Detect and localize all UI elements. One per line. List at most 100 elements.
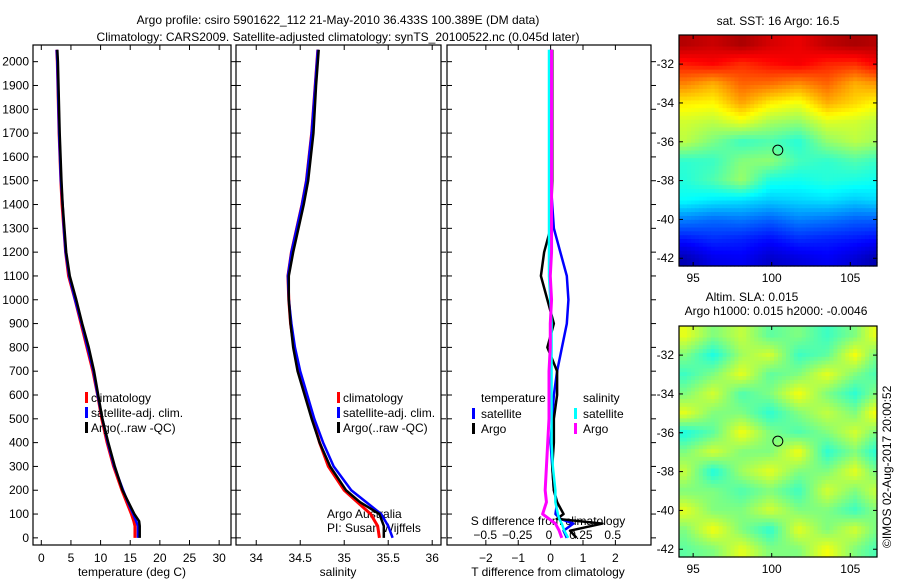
- sst-map-cell: [873, 35, 878, 40]
- sst-map-cell: [698, 192, 704, 198]
- sla-map-cell: [778, 326, 783, 331]
- sst-map-cell: [758, 219, 763, 225]
- sst-map-cell: [774, 192, 779, 198]
- sla-map-cell: [702, 337, 708, 342]
- sla-map-cell: [825, 368, 831, 373]
- sst-map-cell: [825, 69, 831, 75]
- sla-map-cell: [702, 429, 708, 435]
- sla-map-cell: [813, 437, 819, 443]
- sst-map-cell: [861, 42, 866, 48]
- sst-map-cell: [865, 246, 870, 252]
- sst-map-cell: [690, 250, 696, 256]
- sst-map-cell: [698, 181, 704, 186]
- sla-map-cell: [817, 368, 823, 373]
- sst-map-cell: [805, 250, 811, 256]
- sst-map-cell: [758, 77, 763, 82]
- sst-map-cell: [829, 219, 835, 225]
- sla-map-cell: [837, 379, 842, 385]
- sla-map-cell: [873, 368, 878, 373]
- sst-map-cell: [742, 227, 747, 232]
- sla-map-cell: [738, 326, 743, 331]
- sst-map-cell: [778, 262, 783, 267]
- sla-map-cell: [833, 437, 838, 443]
- sst-map-cell: [813, 223, 819, 229]
- sst-map-cell: [742, 58, 747, 63]
- sla-map-cell: [869, 399, 874, 404]
- sla-map-cell: [857, 364, 862, 369]
- sla-map-cell: [853, 449, 858, 454]
- sla-map-cell: [758, 429, 763, 435]
- sst-map-cell: [853, 158, 858, 163]
- sla-map-cell: [679, 364, 684, 369]
- sla-map-cell: [857, 445, 862, 450]
- sst-map-cell: [726, 85, 732, 90]
- sla-map-cell: [789, 387, 795, 393]
- sst-map-cell: [682, 58, 688, 63]
- sst-map-cell: [754, 61, 759, 67]
- sst-map-cell: [825, 242, 831, 248]
- diff-legend-swatch: [472, 423, 475, 434]
- sla-map-cell: [817, 433, 823, 439]
- sst-map-cell: [762, 227, 767, 232]
- sst-map-cell: [706, 69, 712, 75]
- sst-map-cell: [817, 262, 823, 267]
- sst-map-cell: [738, 104, 743, 109]
- sst-map-cell: [710, 127, 716, 132]
- sst-map-cell: [746, 258, 751, 263]
- sla-map-cell: [718, 403, 724, 408]
- sla-map-cell: [789, 414, 795, 419]
- sla-map-cell: [813, 445, 819, 450]
- sla-map-cell: [841, 414, 846, 419]
- sla-map-cell: [766, 429, 771, 435]
- sla-map-cell: [734, 445, 739, 450]
- sst-map-cell: [686, 173, 692, 179]
- sla-map-cell: [694, 395, 700, 400]
- sst-map-cell: [797, 154, 803, 159]
- sst-map-cell: [682, 246, 688, 252]
- sst-map-cell: [718, 108, 724, 113]
- sst-map-cell: [841, 146, 846, 152]
- sla-map-cell: [805, 426, 811, 431]
- sst-map-cell: [718, 219, 724, 225]
- sst-map-cell: [825, 173, 831, 179]
- sst-map-cell: [801, 135, 807, 140]
- sla-map-cell: [762, 426, 767, 431]
- sla-map-cell: [758, 403, 763, 408]
- sla-map-cell: [758, 326, 763, 331]
- sst-map-cell: [706, 262, 712, 267]
- sla-map-cell: [861, 414, 866, 419]
- sla-map-cell: [853, 418, 858, 423]
- sst-map-cell: [726, 46, 732, 51]
- sst-map-cell: [750, 239, 755, 244]
- sst-map-cell: [722, 173, 728, 179]
- sla-map-cell: [682, 391, 688, 396]
- sst-map-cell: [738, 185, 743, 190]
- sst-map-cell: [766, 108, 771, 113]
- sst-map-cell: [734, 162, 739, 167]
- sst-map-cell: [789, 208, 795, 213]
- sst-map-cell: [679, 169, 684, 175]
- sla-map-cell: [754, 449, 759, 454]
- sla-map-cell: [829, 391, 835, 396]
- sst-map-cell: [706, 46, 712, 51]
- sst-map-cell: [702, 185, 708, 190]
- sst-map-title: sat. SST: 16 Argo: 16.5: [717, 14, 840, 28]
- sla-map-cell: [738, 418, 743, 423]
- sla-map-cell: [738, 426, 743, 431]
- sst-map-cell: [781, 154, 787, 159]
- sla-map-cell: [797, 422, 803, 427]
- sst-map-cell: [698, 38, 704, 44]
- sla-map-cell: [849, 345, 854, 350]
- sst-map-cell: [869, 154, 874, 159]
- sst-map-cell: [778, 35, 783, 40]
- sst-map-cell: [829, 242, 835, 248]
- sla-map-cell: [829, 341, 835, 346]
- sst-map-cell: [825, 88, 831, 94]
- sst-map-cell: [778, 212, 783, 217]
- sst-map-cell: [774, 223, 779, 229]
- sst-map-cell: [682, 162, 688, 167]
- sla-map-cell: [770, 349, 775, 354]
- sst-map-cell: [869, 138, 874, 144]
- sst-map-cell: [718, 177, 724, 182]
- sst-map-cell: [789, 162, 795, 167]
